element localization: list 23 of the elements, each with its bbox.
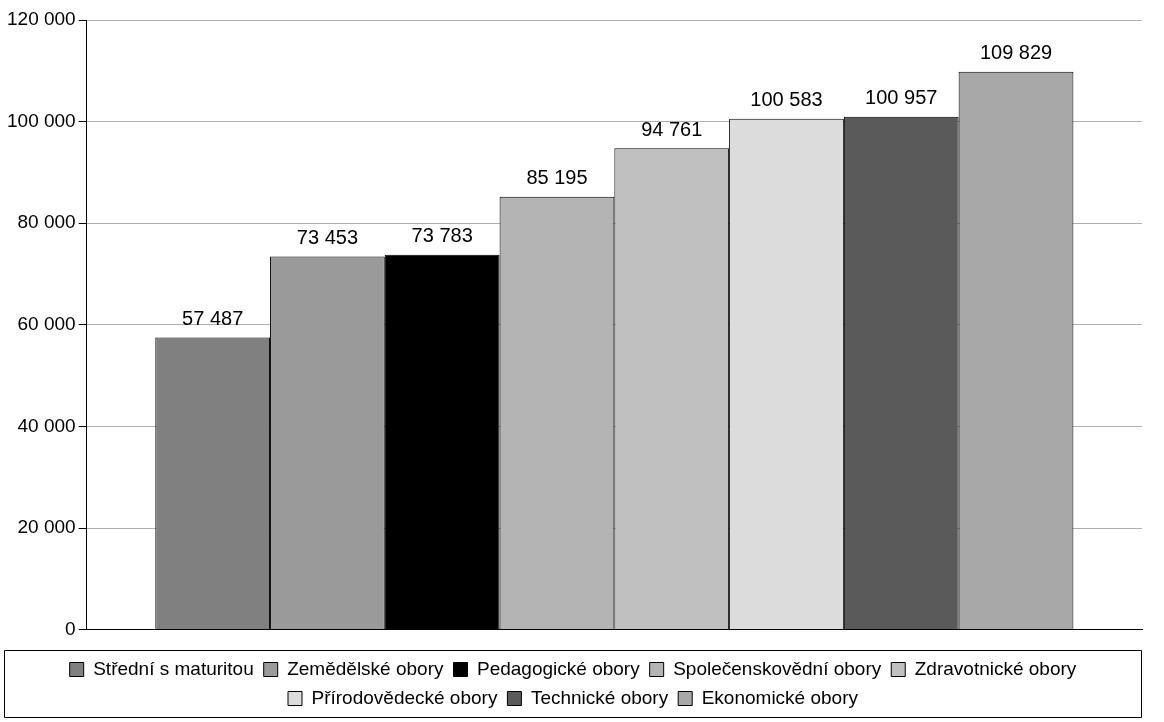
legend-label: Zemědělské obory — [287, 657, 444, 679]
data-label: 109 829 — [979, 41, 1053, 64]
data-label: 100 583 — [750, 88, 823, 111]
data-label: 57 487 — [182, 307, 244, 330]
data-label: 73 453 — [296, 225, 359, 248]
y-tick-label: 120 000 — [6, 8, 76, 30]
y-tick-label: 80 000 — [17, 211, 76, 233]
data-label: 73 783 — [411, 224, 473, 247]
data-label: 100 957 — [865, 86, 938, 109]
legend-label: Přírodovědecké obory — [311, 686, 498, 708]
y-tick-label: 0 — [65, 617, 76, 639]
legend-label: Společenskovědní obory — [673, 657, 882, 679]
legend-label: Pedagogické obory — [476, 657, 641, 679]
data-label: 94 761 — [641, 117, 703, 140]
y-tick-label: 60 000 — [17, 313, 76, 335]
legend-label: Technické obory — [530, 686, 669, 708]
legend-label: Ekonomické obory — [701, 686, 859, 708]
data-label: 85 195 — [526, 166, 588, 189]
y-tick-label: 20 000 — [17, 516, 76, 538]
y-tick-label: 100 000 — [6, 109, 76, 131]
legend-label: Střední s maturitou — [93, 657, 254, 679]
legend-label: Zdravotnické obory — [914, 657, 1077, 679]
y-tick-label: 40 000 — [17, 414, 76, 436]
